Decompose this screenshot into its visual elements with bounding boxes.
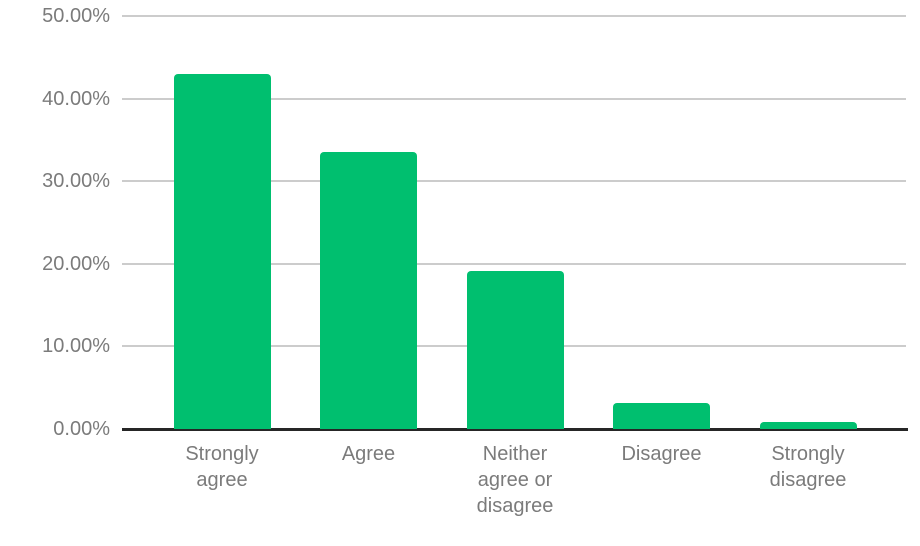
gridline-40-percent: [122, 97, 906, 100]
y-axis-tick-label: 40.00%: [42, 87, 110, 110]
x-axis-label-strongly-disagree: Strongly disagree: [769, 443, 847, 491]
y-axis-tick-label: 50.00%: [42, 5, 110, 27]
gridline-20-percent: [122, 262, 906, 265]
bar-strongly-disagree: [759, 422, 857, 429]
bar-agree: [320, 152, 417, 429]
x-axis-label-agree: Agree: [341, 443, 396, 465]
bar-neither-agree-or-disagree: [466, 271, 564, 429]
gridline-30-percent: [122, 180, 906, 183]
y-axis-tick-label: 0.00%: [53, 418, 110, 440]
bar-disagree: [613, 403, 710, 429]
y-axis-tick-label: 20.00%: [42, 252, 110, 275]
x-axis-label-strongly-agree: Strongly agree: [185, 443, 259, 491]
bar-strongly-agree: [173, 73, 271, 429]
x-axis-label-neither-agree-or-disagree: Neither agree or disagree: [476, 443, 554, 517]
y-axis-tick-label: 30.00%: [42, 170, 110, 193]
x-axis-label-disagree: Disagree: [621, 443, 702, 465]
y-axis-tick-label: 10.00%: [42, 335, 110, 358]
x-axis-line: [122, 428, 908, 431]
gridline-50-percent: [122, 15, 906, 17]
